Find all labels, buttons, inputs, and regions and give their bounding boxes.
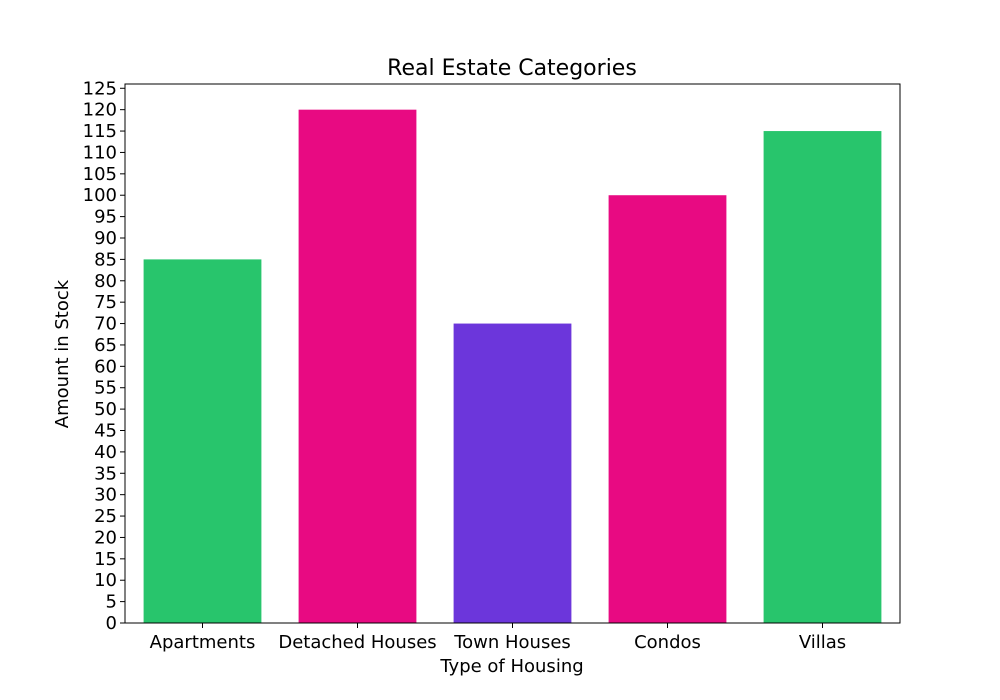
y-tick-label: 45 — [94, 421, 117, 442]
bar-town-houses — [453, 323, 572, 623]
y-tick-label: 105 — [83, 164, 117, 185]
x-tick-label: Detached Houses — [278, 632, 436, 653]
y-tick-label: 20 — [94, 527, 117, 548]
y-tick-label: 55 — [94, 378, 117, 399]
y-tick-label: 115 — [83, 121, 117, 142]
y-tick-label: 0 — [106, 613, 117, 634]
y-axis-label: Amount in Stock — [52, 279, 73, 428]
y-tick-label: 30 — [94, 485, 117, 506]
x-axis-label: Type of Housing — [439, 656, 583, 677]
y-tick-label: 90 — [94, 228, 117, 249]
y-tick-label: 25 — [94, 506, 117, 527]
y-tick-label: 75 — [94, 292, 117, 313]
x-tick-label: Apartments — [150, 632, 256, 653]
y-tick-label: 100 — [83, 185, 117, 206]
plot-area: 0510152025303540455055606570758085909510… — [83, 78, 882, 653]
y-tick-label: 120 — [83, 100, 117, 121]
y-tick-label: 80 — [94, 271, 117, 292]
chart-title: Real Estate Categories — [387, 56, 637, 81]
y-tick-label: 70 — [94, 314, 117, 335]
y-tick-label: 110 — [83, 142, 117, 163]
bar-detached-houses — [298, 109, 417, 624]
y-tick-label: 85 — [94, 249, 117, 270]
y-tick-label: 35 — [94, 463, 117, 484]
y-tick-label: 95 — [94, 207, 117, 228]
x-tick-label: Town Houses — [453, 632, 571, 653]
y-tick-label: 10 — [94, 570, 117, 591]
y-tick-label: 40 — [94, 442, 117, 463]
y-tick-label: 60 — [94, 356, 117, 377]
bar-villas — [763, 131, 882, 623]
bar-apartments — [143, 259, 262, 623]
y-tick-label: 50 — [94, 399, 117, 420]
y-tick-label: 5 — [106, 592, 117, 613]
x-tick-label: Villas — [799, 632, 846, 653]
y-tick-label: 125 — [83, 78, 117, 99]
x-tick-label: Condos — [634, 632, 701, 653]
bar-condos — [608, 195, 727, 623]
plot-frame — [124, 83, 901, 624]
y-tick-label: 65 — [94, 335, 117, 356]
y-tick-label: 15 — [94, 549, 117, 570]
